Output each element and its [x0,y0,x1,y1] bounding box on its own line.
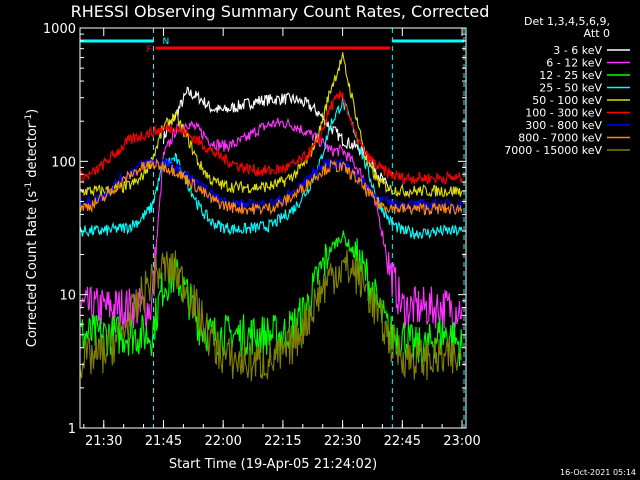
x-tick-label: 22:45 [384,434,421,449]
annotation-layer: FN [147,37,391,55]
x-tick-label: 23:00 [443,434,480,449]
series-line [79,159,463,216]
x-tick-label: 22:30 [324,434,361,449]
x-axis-label: Start Time (19-Apr-05 21:24:02) [169,457,377,472]
legend-label: 50 - 100 keV [532,94,602,107]
legend-label: 800 - 7000 keV [518,132,602,145]
annotation-label: F [147,45,152,55]
series-line [162,86,390,192]
series-line [79,96,463,240]
y-tick-label: 10 [59,289,76,304]
legend-title: Det 1,3,4,5,6,9, [524,15,610,28]
legend-label: 12 - 25 keV [539,69,602,82]
legend-label: 3 - 6 keV [553,44,602,57]
series-line [79,96,463,240]
date-stamp: 16-Oct-2021 05:14 [560,468,636,477]
x-tick-label: 21:30 [85,434,122,449]
series-line [79,90,463,185]
y-tick-label: 1 [68,422,76,437]
y-axis-label: Corrected Count Rate (s-1 detector-1) [24,109,40,347]
annotation-label: N [163,37,170,47]
y-axis: 1 10 100 1000 [43,22,466,437]
legend-label: 25 - 50 keV [539,82,602,95]
x-tick-label: 21:45 [145,434,182,449]
series-line [79,52,463,199]
series-layer [79,52,463,382]
plot-frame [79,27,467,429]
y-tick-label: 100 [51,155,76,170]
legend-label: 300 - 800 keV [525,119,602,132]
series-line [79,249,463,382]
y-tick-label: 1000 [43,22,76,37]
series-line [79,159,463,216]
x-axis: 21:30 21:45 22:00 22:15 22:30 22:45 23:00 [83,28,481,449]
series-line [79,52,463,199]
series-line [79,90,463,185]
series-line [162,86,390,192]
chart-title: RHESSI Observing Summary Count Rates, Co… [71,2,490,21]
series-line [79,249,463,382]
legend-label: 7000 - 15000 keV [504,144,602,157]
legend-label: 6 - 12 keV [546,57,602,70]
legend-label: 100 - 300 keV [525,107,602,120]
x-tick-label: 22:15 [264,434,301,449]
x-tick-label: 22:00 [204,434,241,449]
legend-title: Att 0 [584,27,610,40]
